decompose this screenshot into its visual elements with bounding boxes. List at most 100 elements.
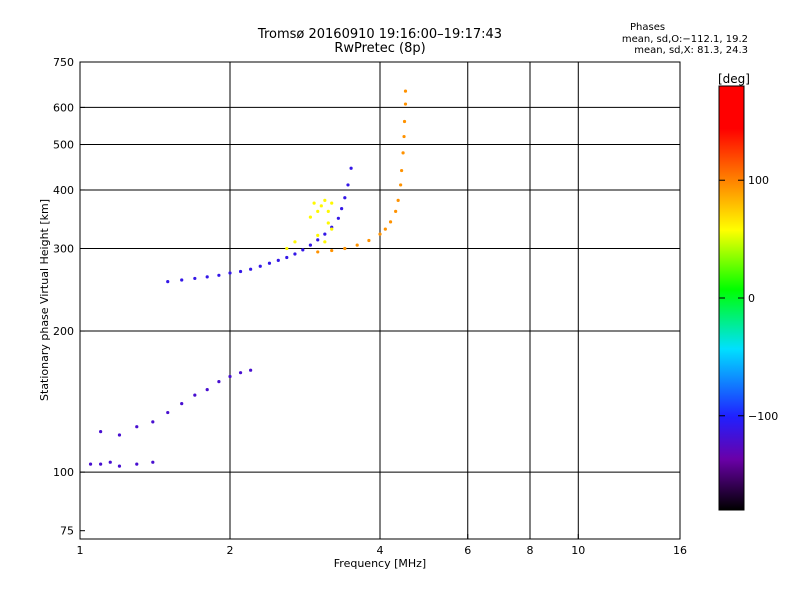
data-point bbox=[249, 368, 253, 372]
data-point bbox=[205, 275, 209, 279]
data-point bbox=[285, 255, 289, 260]
data-point bbox=[228, 374, 232, 379]
y-tick-label: 400 bbox=[53, 184, 74, 197]
x-tick-label: 8 bbox=[527, 544, 534, 557]
data-point bbox=[135, 462, 139, 466]
x-tick-label: 16 bbox=[673, 544, 687, 557]
data-point bbox=[249, 267, 253, 271]
data-point bbox=[285, 246, 289, 251]
data-point bbox=[388, 220, 393, 224]
data-point bbox=[323, 240, 327, 244]
data-point bbox=[267, 261, 272, 265]
data-point bbox=[312, 201, 316, 205]
data-point bbox=[330, 248, 334, 253]
data-point bbox=[166, 410, 170, 415]
data-point bbox=[238, 371, 243, 375]
data-point bbox=[316, 209, 320, 213]
colorbar-tick-label: −100 bbox=[748, 410, 778, 423]
y-tick-label: 75 bbox=[60, 525, 74, 538]
y-tick-label: 500 bbox=[53, 139, 74, 152]
data-point bbox=[340, 206, 344, 211]
x-axis-ticks: 1 2 4 6 8 10 16 bbox=[77, 534, 687, 557]
data-point bbox=[383, 227, 387, 231]
data-point bbox=[326, 221, 330, 225]
data-point bbox=[99, 462, 103, 466]
data-point bbox=[180, 278, 184, 282]
y-tick-label: 750 bbox=[53, 56, 74, 69]
data-point bbox=[205, 388, 209, 392]
x-tick-label: 1 bbox=[77, 544, 84, 557]
data-point bbox=[319, 204, 323, 208]
colorbar-tick-label: 0 bbox=[748, 292, 755, 305]
data-point bbox=[399, 183, 403, 187]
data-point bbox=[349, 166, 353, 170]
colorbar-ticks: 100 0 −100 bbox=[719, 174, 778, 423]
data-point bbox=[400, 168, 404, 173]
data-point bbox=[117, 433, 122, 437]
y-tick-label: 100 bbox=[53, 466, 74, 479]
data-point bbox=[135, 425, 139, 429]
stats-line1: mean, sd,O:−112.1, 19.2 bbox=[621, 34, 748, 45]
stats-line2: mean, sd,X: 81.3, 24.3 bbox=[634, 45, 748, 56]
data-point bbox=[166, 279, 170, 284]
data-point bbox=[355, 243, 359, 247]
y-axis-label: Stationary phase Virtual Height [km] bbox=[38, 199, 51, 401]
data-point bbox=[293, 240, 297, 244]
data-point bbox=[228, 271, 232, 275]
x-tick-label: 2 bbox=[227, 544, 234, 557]
data-point bbox=[276, 258, 280, 262]
data-point bbox=[330, 201, 334, 205]
data-point bbox=[301, 248, 305, 252]
x-axis-label: Frequency [MHz] bbox=[334, 557, 426, 570]
data-point bbox=[403, 89, 408, 93]
grid-lines bbox=[80, 62, 680, 539]
data-point bbox=[401, 151, 405, 155]
colorbar-tick-label: 100 bbox=[748, 174, 769, 187]
colorbar-unit: [deg] bbox=[718, 72, 750, 86]
data-point bbox=[343, 246, 347, 251]
data-points bbox=[88, 89, 408, 468]
y-tick-label: 600 bbox=[53, 101, 74, 114]
data-point bbox=[396, 198, 400, 202]
data-point bbox=[367, 238, 371, 243]
data-point bbox=[330, 227, 334, 231]
data-point bbox=[336, 216, 340, 220]
data-point bbox=[402, 134, 406, 139]
data-point bbox=[378, 232, 382, 236]
y-tick-label: 300 bbox=[53, 243, 74, 256]
data-point bbox=[316, 233, 320, 237]
data-point bbox=[308, 215, 313, 219]
data-point bbox=[193, 393, 197, 397]
x-tick-label: 6 bbox=[464, 544, 471, 557]
y-axis-ticks: 75 100 200 300 400 500 600 750 bbox=[53, 56, 85, 538]
data-point bbox=[316, 250, 320, 254]
data-point bbox=[343, 196, 347, 200]
data-point bbox=[323, 232, 327, 236]
data-point bbox=[323, 198, 327, 202]
data-point bbox=[88, 462, 93, 466]
data-point bbox=[346, 183, 350, 187]
data-point bbox=[394, 209, 398, 213]
data-point bbox=[326, 209, 330, 213]
data-point bbox=[316, 238, 320, 242]
chart-title: Tromsø 20160910 19:16:00–19:17:43 bbox=[257, 27, 503, 42]
stats-title: Phases bbox=[630, 22, 666, 33]
data-point bbox=[117, 464, 122, 468]
data-point bbox=[217, 273, 221, 277]
data-point bbox=[308, 243, 313, 247]
x-tick-label: 4 bbox=[377, 544, 384, 557]
data-point bbox=[258, 264, 262, 268]
y-tick-label: 200 bbox=[53, 325, 74, 338]
data-point bbox=[238, 269, 243, 274]
data-point bbox=[151, 460, 155, 464]
x-tick-label: 10 bbox=[571, 544, 585, 557]
chart-subtitle: RwPretec (8p) bbox=[334, 41, 426, 56]
data-point bbox=[108, 460, 112, 464]
data-point bbox=[293, 252, 297, 256]
data-point bbox=[403, 102, 408, 106]
data-point bbox=[193, 276, 197, 281]
data-point bbox=[402, 119, 407, 124]
data-point bbox=[217, 380, 221, 384]
